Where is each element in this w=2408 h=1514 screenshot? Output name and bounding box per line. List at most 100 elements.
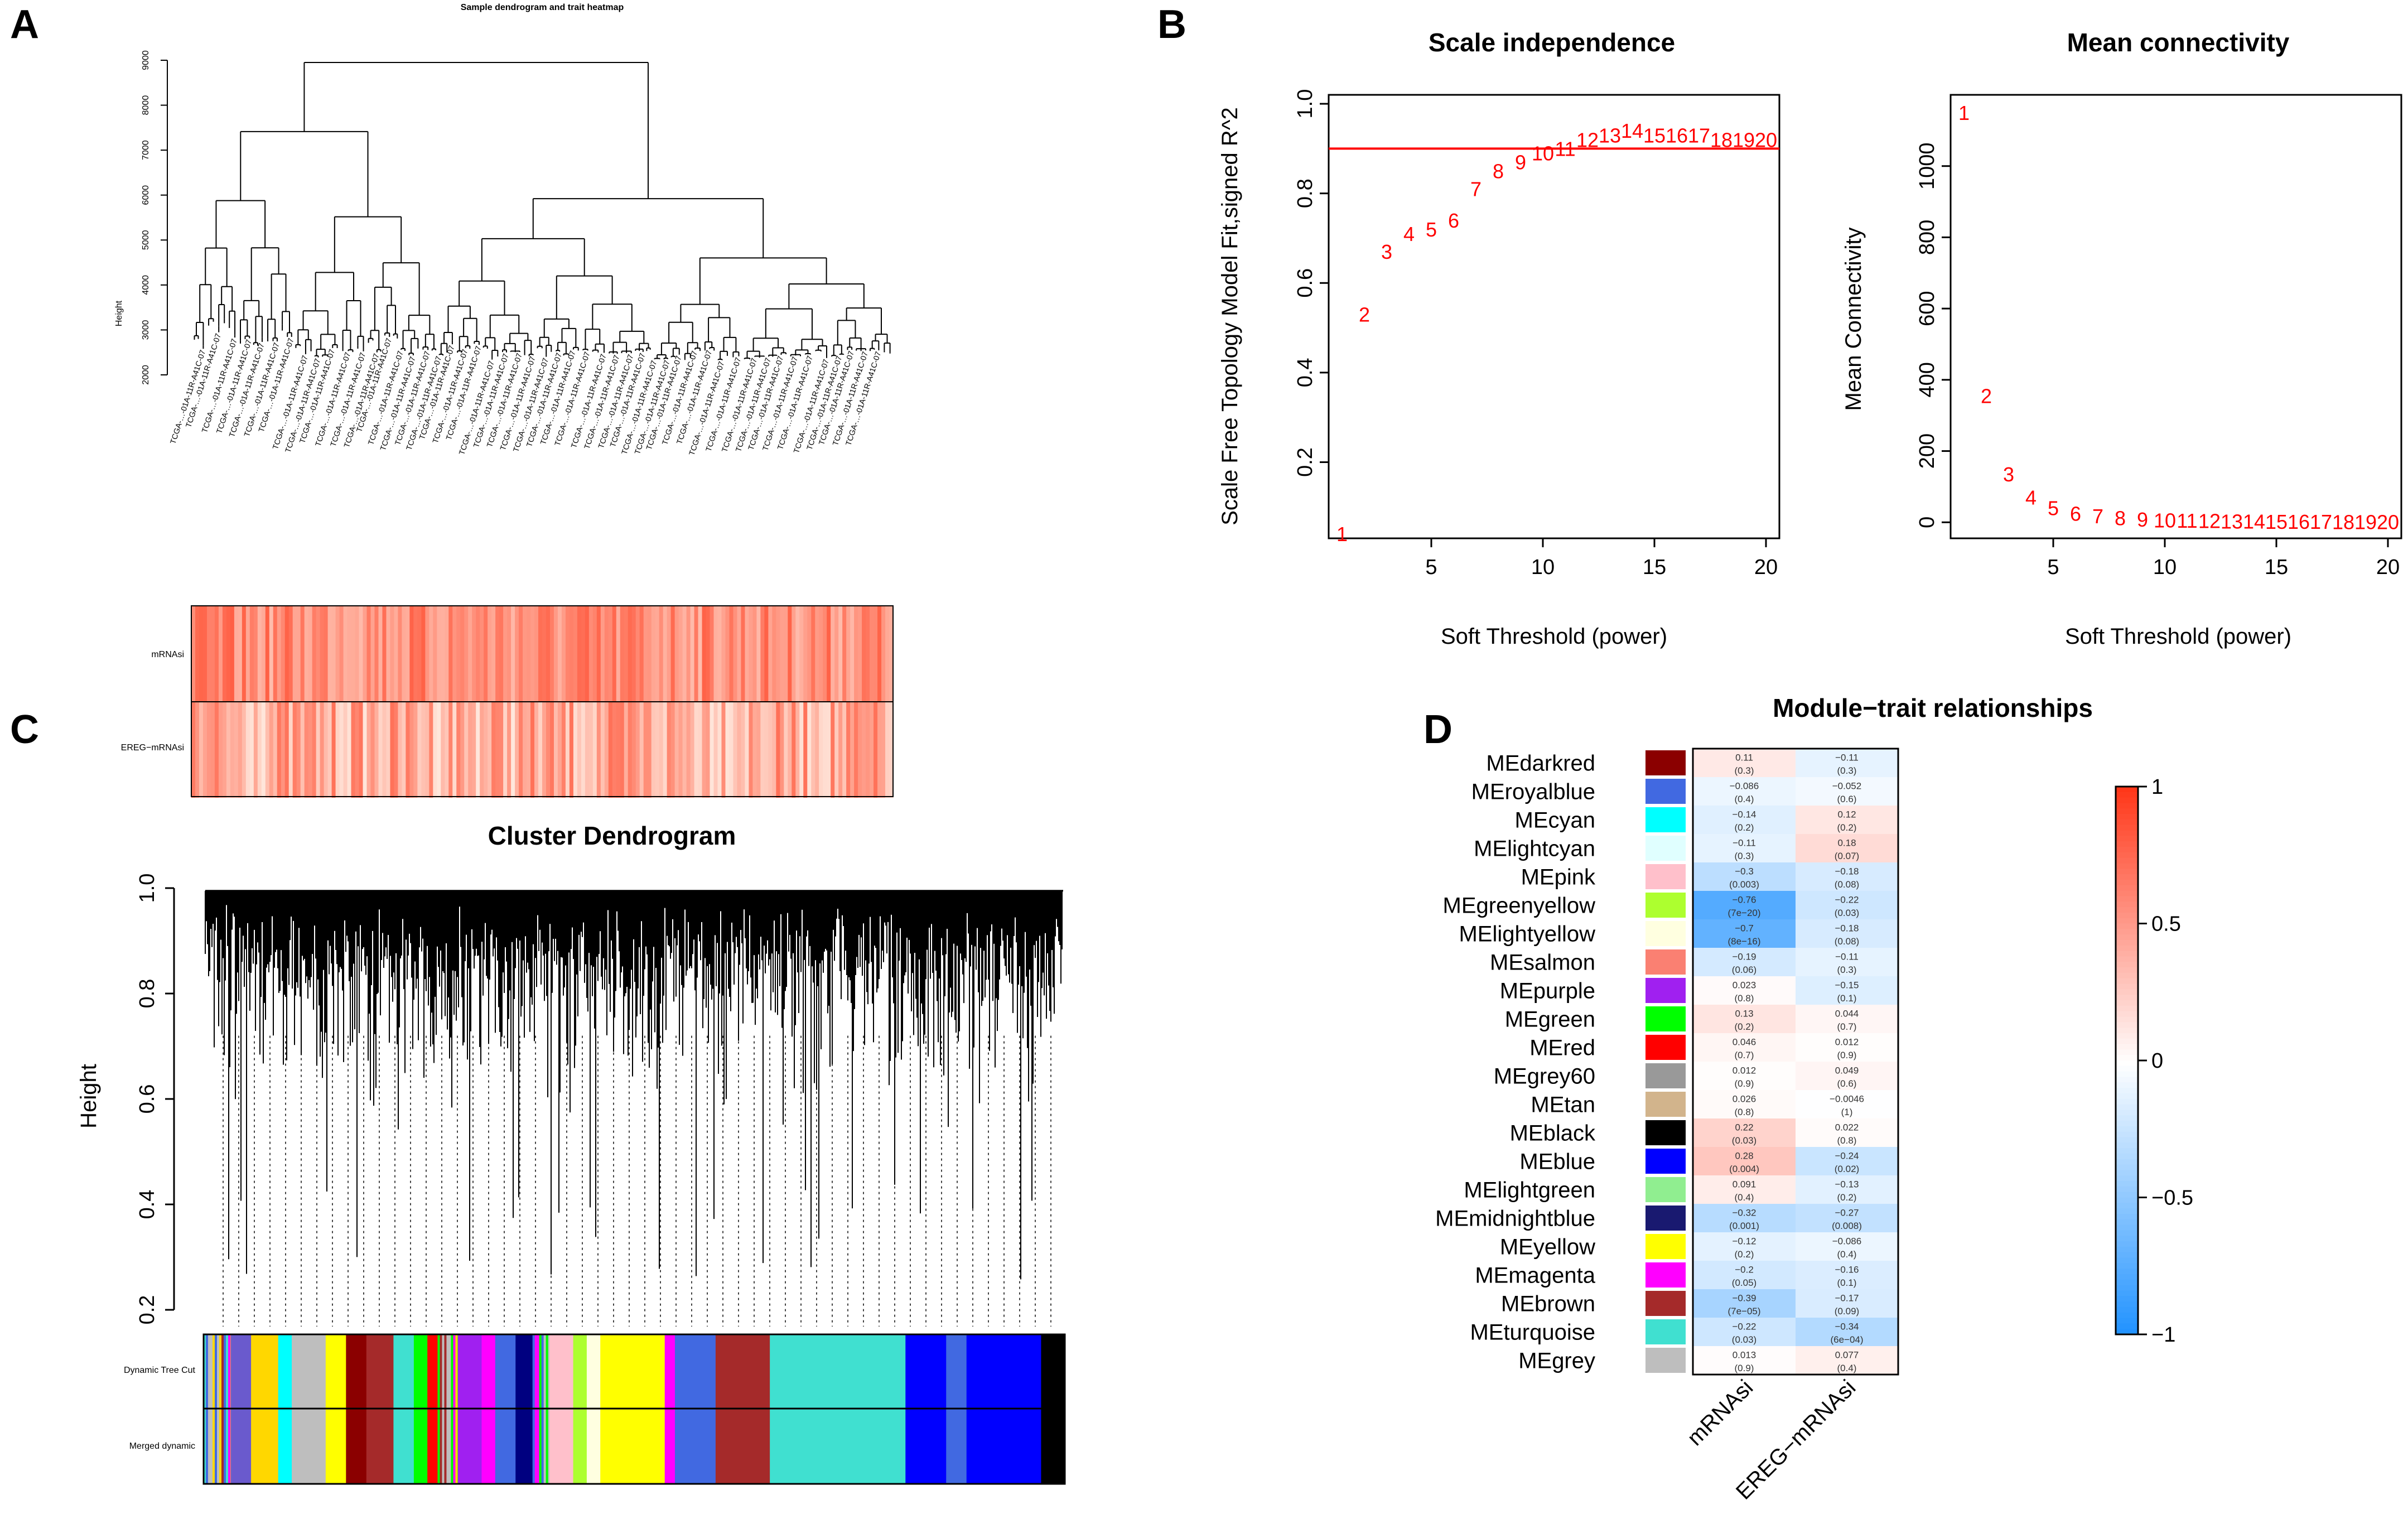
corr-cell [1796,1346,1898,1375]
trait-heat-cell [210,606,215,702]
trait-heat-cell [717,702,722,798]
trait-heat-cell [523,702,527,798]
corr-value: −0.11 [1835,752,1859,763]
module-name: MEmagenta [1475,1264,1595,1288]
trait-heat-cell [468,702,472,798]
colorbar-step [2116,1241,2138,1247]
trait-heat-cell [456,606,461,702]
a-ytick-label: 9000 [141,50,151,70]
trait-heat-cell [710,606,715,702]
corr-cell [1796,976,1898,1005]
trait-heat-cell [327,606,332,702]
trait-heat-cell [827,606,831,702]
corr-pvalue: (0.3) [1735,851,1754,861]
mean-connectivity-frame [1949,94,2402,539]
colorbar-step [2116,918,2138,924]
ytick-label: 600 [1915,291,1939,326]
corr-value: −0.14 [1732,809,1756,819]
trait-heat-cell [635,606,640,702]
power-point: 19 [1733,128,1755,151]
sample-labels: TCGA-…-01A-11R-A41C-07TCGA-…-01A-11R-A41… [168,332,883,456]
corr-value: −0.18 [1835,923,1859,933]
trait-heat-cell [678,702,683,798]
power-point: 18 [1710,128,1733,151]
xtick-label: 10 [1531,556,1555,579]
corr-pvalue: (6e−04) [1830,1334,1863,1345]
ytick-label: 0.4 [1294,358,1317,387]
colorbar-step [2116,951,2138,957]
module-row: MElightcyan −0.11 (0.3) 0.18 (0.07) [1474,834,1898,863]
trait-heat-cell [811,606,815,702]
trait-heat-cell [690,702,695,798]
trait-heat-cell [674,702,679,798]
trait-heat-cell [553,702,558,798]
corr-cell [1796,919,1898,948]
module-name: MEgreenyellow [1443,894,1596,918]
trait-heat-cell [819,702,823,798]
trait-heat-cell [799,606,804,702]
colorbar-step [2116,787,2138,793]
trait-heat-cell [339,702,344,798]
trait-heat-cell [304,702,309,798]
corr-value: 0.023 [1733,980,1756,990]
trait-heat-cell [581,606,586,702]
trait-heat-cell [324,702,329,798]
colorbar-step [2116,1312,2138,1319]
corr-pvalue: (7e−20) [1727,908,1760,918]
power-point: 17 [2310,510,2332,533]
corr-pvalue: (0.05) [1732,1277,1756,1288]
trait-heat-cell [312,606,317,702]
trait-heat-cell [667,606,672,702]
module-name: MEtan [1531,1093,1595,1117]
trait-heat-cell [858,606,862,702]
trait-heat-cell [534,702,539,798]
module-trait-title: Module−trait relationships [1773,693,2093,722]
trait-heat-cell [588,606,593,702]
xtick-label: 15 [2265,556,2288,579]
colorbar-step [2116,1065,2138,1072]
power-point: 12 [1576,128,1599,151]
trait-heat-cell [889,702,894,798]
module-swatch [1645,750,1686,775]
trait-heat-cell [269,702,274,798]
trait-heat-cell [472,606,476,702]
trait-heat-cell [253,606,258,702]
trait-heat-cell [557,606,562,702]
colorbar-step [2116,1131,2138,1138]
trait-heat-cell [538,606,543,702]
trait-heat-cell [339,606,344,702]
trait-heat-cell [527,606,531,702]
module-row: MElightgreen 0.091 (0.4) −0.13 (0.2) [1464,1175,1898,1204]
trait-heat-cell [324,606,329,702]
trait-heat-cell [214,702,219,798]
module-swatch [1645,1234,1686,1259]
module-name: MEpurple [1500,979,1595,1004]
xtick-label: 15 [1643,556,1666,579]
corr-cell [1796,1118,1898,1147]
trait-heat-cell [530,606,535,702]
colorbar-step [2116,972,2138,979]
corr-cell [1796,948,1898,977]
cluster-dendrogram-yticks: 0.2 0.4 0.6 0.8 1.0 [136,874,174,1324]
trait-heat-cell [202,606,207,702]
trait-heat-cell [628,606,633,702]
trait-heat-cell [866,606,870,702]
trait-heat-cell [870,606,874,702]
trait-heat-cell [320,606,325,702]
trait-heat-cell [394,702,399,798]
module-row: MEyellow −0.12 (0.2) −0.086 (0.4) [1500,1232,1898,1261]
colorbar-step [2116,1005,2138,1012]
trait-heat-cell [788,702,792,798]
corr-cell [1693,1261,1796,1290]
trait-heat-cell [206,702,211,798]
power-point: 10 [1532,142,1554,165]
a-ytick-label: 6000 [141,185,151,205]
corr-pvalue: (0.003) [1729,879,1759,890]
corr-value: −0.11 [1733,837,1756,848]
trait-heat-cell [191,606,196,702]
trait-heat-cell [288,702,293,798]
trait-heat-cell [195,606,200,702]
colorbar-step [2116,857,2138,864]
xtick-label: 10 [2153,556,2177,579]
